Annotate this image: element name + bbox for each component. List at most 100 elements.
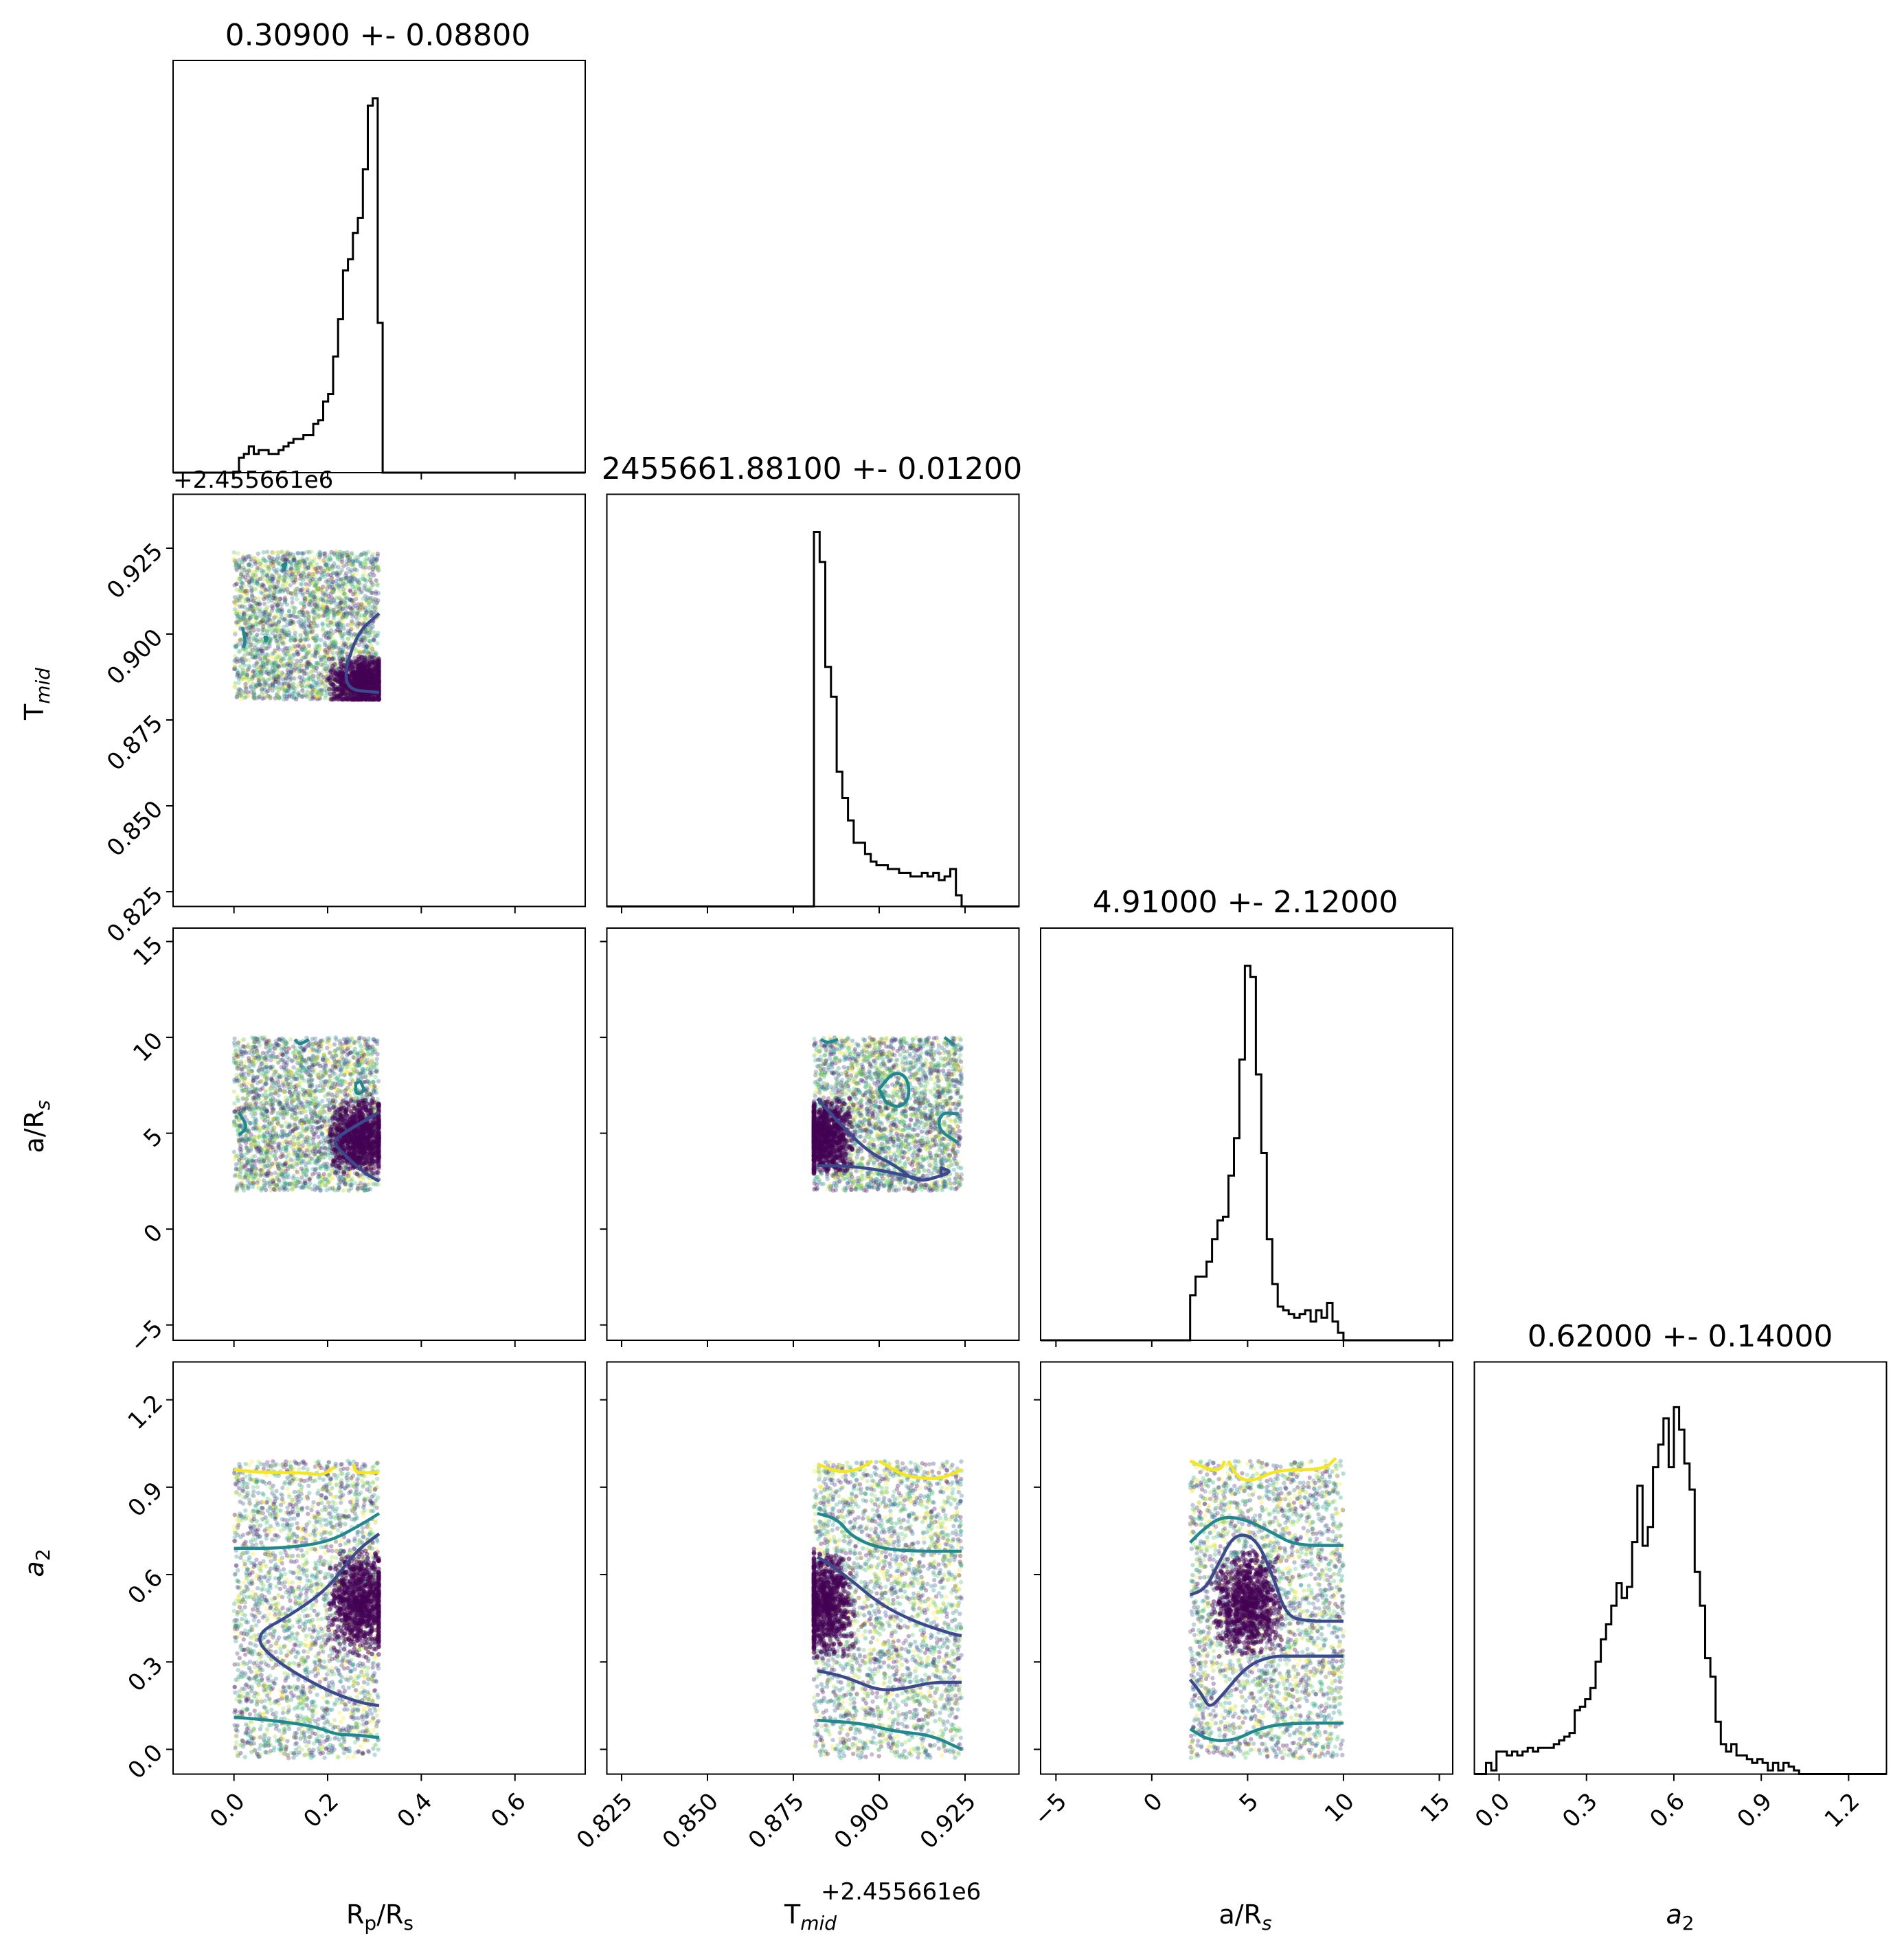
scatter-point [294,563,298,567]
scatter-point [305,619,309,623]
scatter-point [313,1037,317,1041]
scatter-point [277,675,281,679]
scatter-point [329,635,333,640]
scatter-point [353,589,357,594]
scatter-point [306,681,310,685]
scatter-point [274,639,278,643]
scatter-point [362,551,366,555]
scatter-point [262,696,267,700]
scatter-point [330,585,335,589]
scatter-point [338,550,342,554]
scatter-point [322,559,326,563]
scatter-point [326,677,331,681]
scatter-point [257,678,261,682]
scatter-point [265,550,269,554]
scatter-point [319,688,324,692]
scatter-point [310,622,315,627]
scatter-point [242,565,246,569]
scatter-point [288,677,293,681]
scatter-point [345,1093,350,1097]
scatter-point [323,696,327,700]
scatter-layer [232,550,1346,1761]
scatter-point [267,594,271,598]
scatter-point [251,555,255,559]
scatter-point [296,551,300,555]
scatter-point [326,618,330,622]
scatter-point [320,622,324,627]
scatter-point [374,1075,378,1079]
scatter-point [362,586,366,590]
scatter-point [317,683,321,687]
scatter-point [310,598,314,602]
scatter-point [273,680,277,684]
scatter-point [238,589,242,593]
scatter-point [275,628,279,632]
scatter-point [335,612,339,616]
scatter-point [303,561,307,565]
scatter-point [299,638,303,642]
scatter-point [266,580,270,584]
scatter-point [280,558,284,562]
scatter-point [369,668,374,673]
scatter-point [324,600,328,604]
scatter-point [322,633,326,638]
scatter-point [325,666,329,670]
scatter-point [347,611,351,616]
scatter-point [256,596,260,600]
scatter-point [261,569,265,574]
scatter-point [236,1094,240,1098]
scatter-point [290,596,294,600]
scatter-point [270,604,274,608]
scatter-point [332,662,337,667]
scatter-point [283,599,287,603]
scatter-point [241,557,245,561]
scatter-point [292,653,296,657]
scatter-point [247,562,251,566]
scatter-point [232,1037,236,1041]
scatter-point [234,582,238,586]
scatter-point [328,580,332,584]
scatter-point [339,650,343,654]
scatter-point [261,583,265,587]
scatter-point [233,595,237,599]
scatter-point [295,597,299,601]
scatter-point [299,588,303,592]
scatter-point [299,583,304,587]
scatter-point [262,577,266,581]
scatter-point [260,687,264,691]
scatter-point [275,550,280,554]
scatter-point [269,563,273,567]
scatter-point [291,1065,295,1070]
scatter-point [273,622,277,626]
scatter-point [351,625,355,629]
scatter-point [310,559,315,563]
scatter-point [351,605,355,609]
scatter-point [350,568,354,572]
scatter-point [376,566,381,570]
scatter-point [372,635,376,639]
scatter-point [341,1188,345,1193]
scatter-point [321,591,325,596]
scatter-point [240,656,244,660]
scatter-point [328,692,333,697]
scatter-point [238,649,242,653]
scatter-point [342,591,346,596]
scatter-point [299,669,303,673]
scatter-point [270,686,274,690]
scatter-point [376,1079,381,1083]
scatter-point [363,685,368,690]
scatter-point [347,563,351,567]
scatter-point [370,610,374,614]
scatter-point [242,1153,247,1157]
scatter-point [356,693,361,698]
scatter-point [355,586,359,590]
scatter-point [365,556,369,561]
scatter-point [277,647,281,651]
scatter-point [341,679,345,684]
scatter-point [242,572,247,576]
scatter-point [262,692,267,696]
scatter-point [263,681,267,685]
scatter-point [256,628,260,632]
scatter-point [276,609,280,613]
scatter-point [351,666,356,670]
